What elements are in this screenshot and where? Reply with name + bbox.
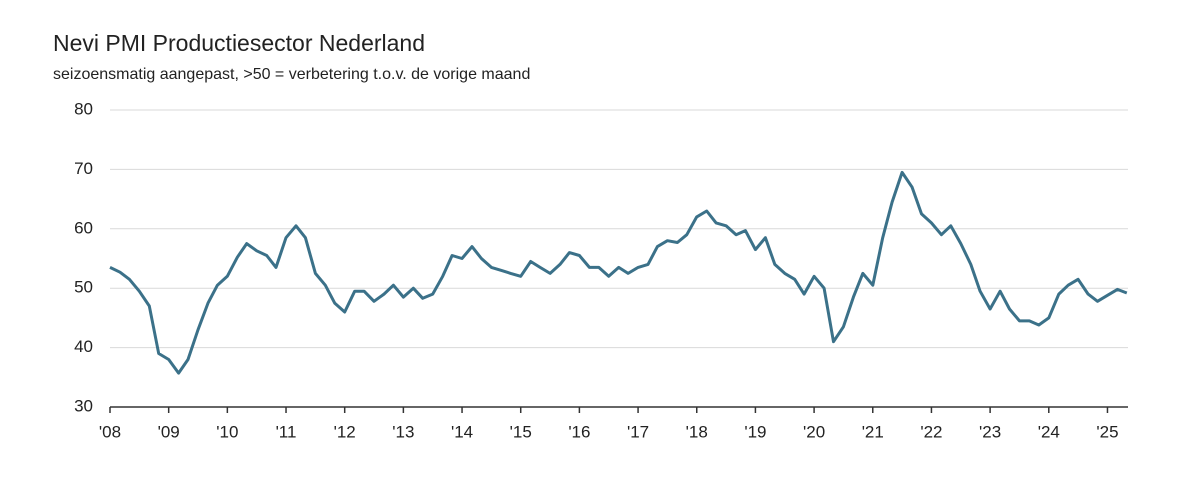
x-tick-label: '13 xyxy=(392,422,414,441)
x-tick-label: '10 xyxy=(216,422,238,441)
y-tick-label: 50 xyxy=(74,278,93,297)
chart-title: Nevi PMI Productiesector Nederland xyxy=(53,30,425,56)
x-tick-label: '16 xyxy=(568,422,590,441)
y-tick-label: 70 xyxy=(74,159,93,178)
x-tick-label: '24 xyxy=(1038,422,1060,441)
y-tick-label: 40 xyxy=(74,337,93,356)
x-tick-label: '25 xyxy=(1096,422,1118,441)
x-tick-label: '14 xyxy=(451,422,473,441)
chart-subtitle: seizoensmatig aangepast, >50 = verbeteri… xyxy=(53,66,530,83)
x-tick-label: '18 xyxy=(686,422,708,441)
x-tick-label: '11 xyxy=(276,422,297,441)
x-tick-label: '15 xyxy=(510,422,532,441)
x-tick-label: '19 xyxy=(744,422,766,441)
y-tick-label: 80 xyxy=(74,99,93,118)
x-tick-label: '20 xyxy=(803,422,825,441)
data-line xyxy=(109,170,1128,375)
x-tick-label: '12 xyxy=(334,422,356,441)
x-tick-label: '22 xyxy=(920,422,942,441)
x-tick-label: '08 xyxy=(99,422,121,441)
y-tick-label: 30 xyxy=(74,396,93,415)
x-tick-label: '09 xyxy=(158,422,180,441)
y-tick-label: 60 xyxy=(74,218,93,237)
x-tick-label: '23 xyxy=(979,422,1001,441)
x-tick-label: '21 xyxy=(862,422,884,441)
x-tick-label: '17 xyxy=(627,422,649,441)
